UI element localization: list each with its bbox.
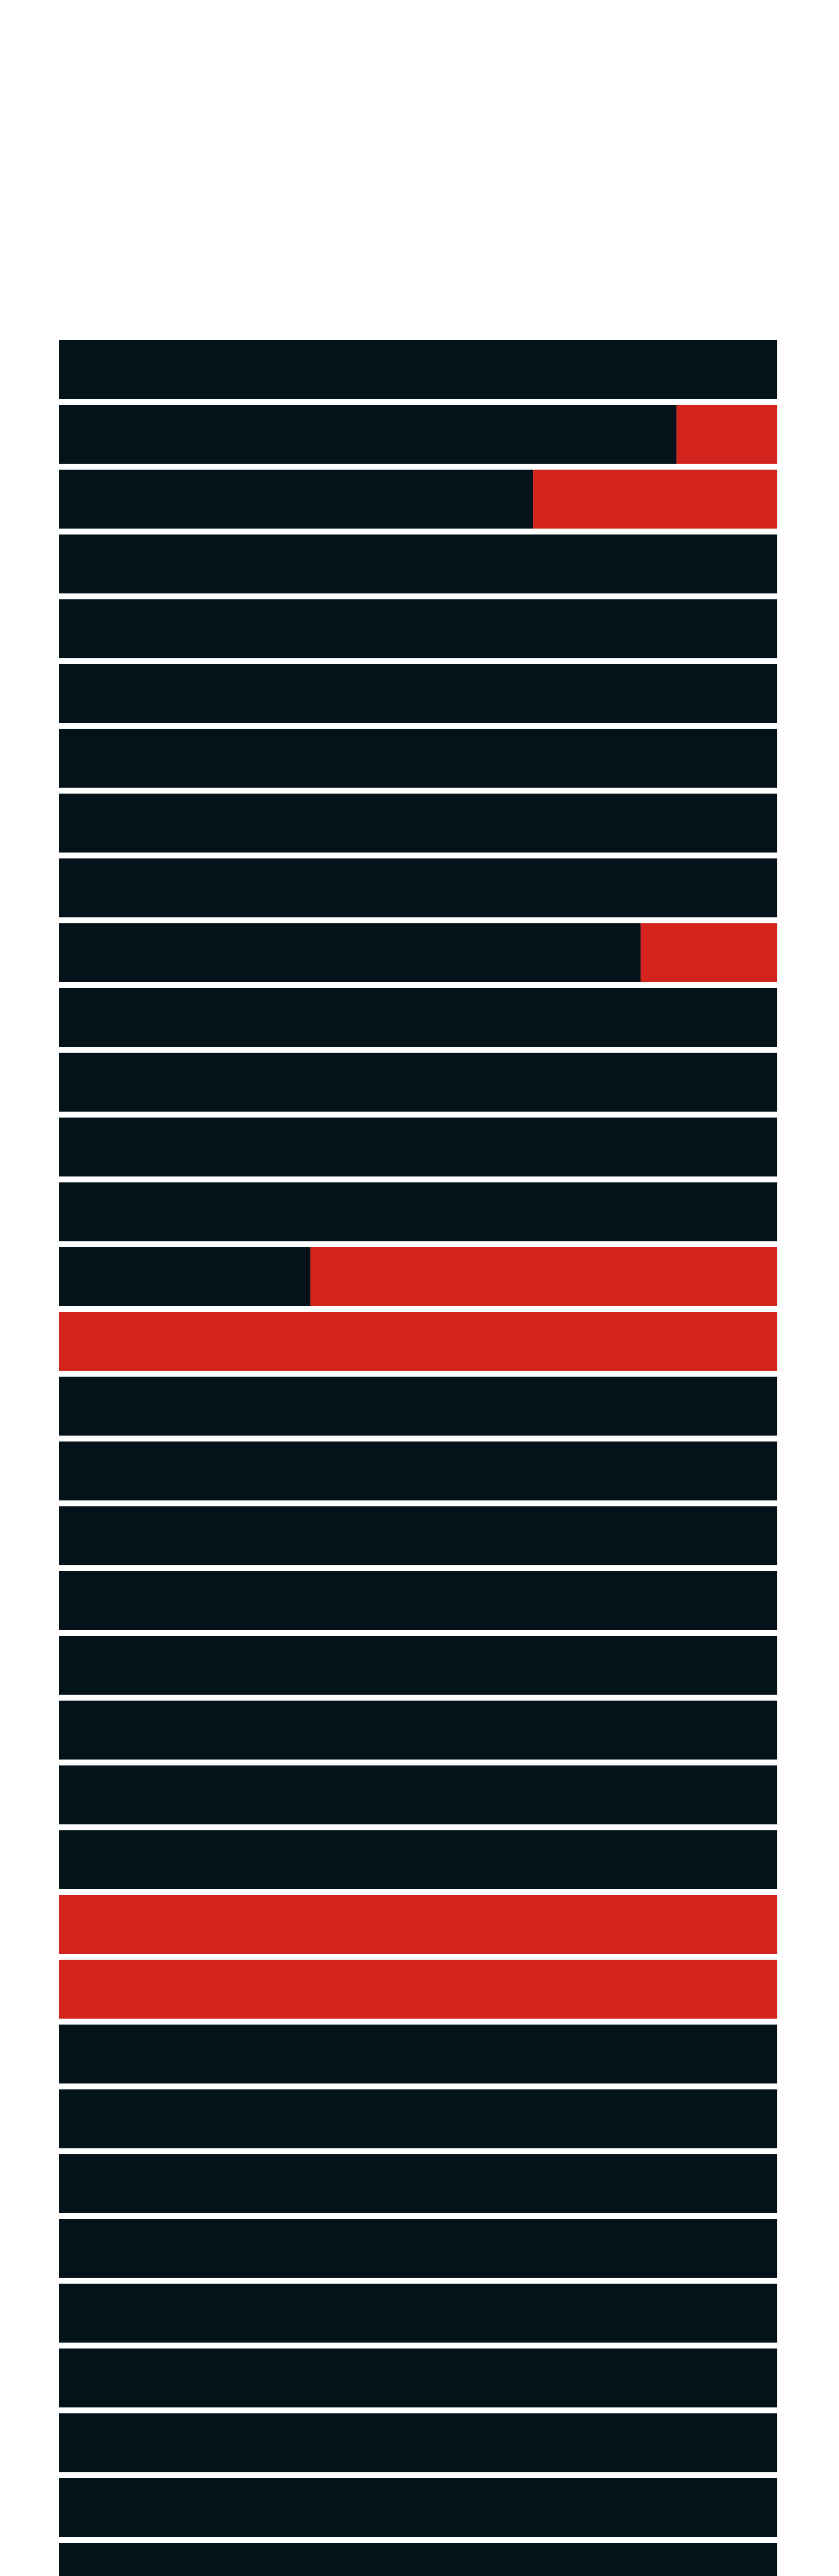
bar-segment-base	[59, 2413, 777, 2472]
bar-segment-base	[59, 1182, 777, 1241]
bar-segment-base	[59, 2025, 777, 2083]
bar-row	[59, 2219, 777, 2278]
bar-segment-base	[59, 2219, 777, 2278]
bar-segment-base	[59, 1377, 777, 1436]
bar-segment-base	[59, 599, 777, 658]
bar-segment-base	[59, 2543, 777, 2576]
bar-segment-highlight	[676, 405, 777, 464]
bar-segment-base	[59, 988, 777, 1047]
bar-row	[59, 2089, 777, 2148]
bar-segment-base	[59, 2089, 777, 2148]
bar-segment-highlight	[533, 470, 777, 529]
bar-row	[59, 664, 777, 723]
bar-row	[59, 2413, 777, 2472]
bar-row	[59, 2349, 777, 2407]
bar-row	[59, 858, 777, 917]
bar-segment-base	[59, 470, 534, 529]
bar-row	[59, 1053, 777, 1112]
bar-row	[59, 1182, 777, 1241]
bar-segment-base	[59, 858, 777, 917]
bar-segment-base	[59, 1830, 777, 1889]
bar-row	[59, 1636, 777, 1695]
bar-segment-highlight	[640, 923, 777, 982]
bar-segment-base	[59, 2154, 777, 2213]
bar-segment-base	[59, 340, 777, 399]
bar-segment-base	[59, 794, 777, 853]
bar-row	[59, 1895, 777, 1954]
bar-segment-base	[59, 2478, 777, 2537]
bar-row	[59, 1571, 777, 1630]
bar-segment-highlight	[59, 1895, 777, 1954]
bar-segment-base	[59, 2349, 777, 2407]
bar-segment-base	[59, 1441, 777, 1500]
bar-row	[59, 923, 777, 982]
bar-segment-base	[59, 405, 677, 464]
bar-row	[59, 2478, 777, 2537]
bar-segment-base	[59, 534, 777, 593]
bar-segment-base	[59, 1506, 777, 1565]
bar-row	[59, 1506, 777, 1565]
bar-segment-base	[59, 1701, 777, 1760]
bar-row	[59, 794, 777, 853]
bar-segment-base	[59, 923, 641, 982]
bar-row	[59, 534, 777, 593]
bar-segment-base	[59, 1571, 777, 1630]
bar-segment-highlight	[59, 1960, 777, 2019]
bar-row	[59, 2154, 777, 2213]
bar-row	[59, 2284, 777, 2343]
bar-segment-base	[59, 664, 777, 723]
bar-row	[59, 1377, 777, 1436]
bar-segment-base	[59, 1053, 777, 1112]
bar-row	[59, 1118, 777, 1176]
bar-segment-base	[59, 1765, 777, 1824]
bar-row	[59, 470, 777, 529]
bar-segment-base	[59, 729, 777, 788]
bar-segment-base	[59, 1247, 311, 1306]
bar-segment-base	[59, 2284, 777, 2343]
bar-rows	[59, 340, 778, 2576]
bar-row	[59, 1441, 777, 1500]
bar-segment-highlight	[59, 1312, 777, 1371]
bar-row	[59, 599, 777, 658]
bar-segment-base	[59, 1636, 777, 1695]
bar-segment-highlight	[310, 1247, 778, 1306]
bar-row	[59, 1312, 777, 1371]
bar-row	[59, 988, 777, 1047]
bar-row	[59, 2543, 777, 2576]
bar-row	[59, 1247, 778, 1306]
bar-row	[59, 1960, 777, 2019]
bar-row	[59, 729, 777, 788]
bar-row	[59, 1765, 777, 1824]
bar-row	[59, 405, 777, 464]
bar-row	[59, 1830, 777, 1889]
bar-row	[59, 1701, 777, 1760]
bar-segment-base	[59, 1118, 777, 1176]
bar-row	[59, 340, 777, 399]
bar-row	[59, 2025, 777, 2083]
